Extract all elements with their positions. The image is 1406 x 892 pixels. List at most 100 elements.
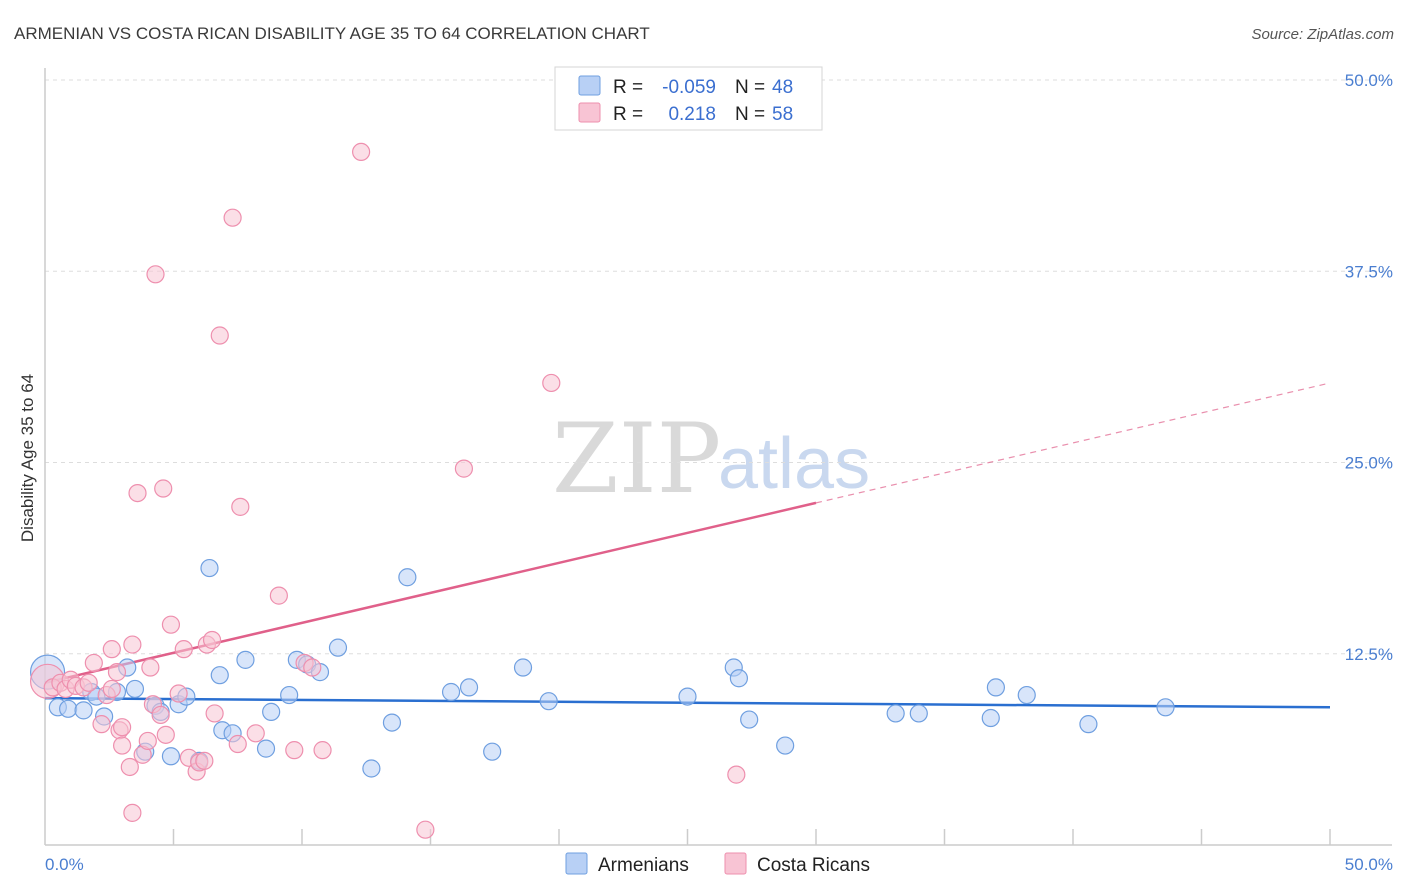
costa-rican-point [102,679,121,699]
legend-r-value-costa-ricans: 0.218 [668,104,716,125]
armenian-point [1017,685,1036,705]
watermark-zip: ZIP [552,403,721,515]
costa-rican-point [285,741,304,760]
costa-rican-point [202,630,222,650]
costa-rican-point [120,757,139,777]
costa-rican-point [123,635,142,654]
armenian-point [981,708,1000,728]
legend-n-label-costa-ricans: N = [735,104,765,125]
armenian-point [513,658,533,677]
costa-rican-point [542,373,561,393]
armenian-point [1156,698,1175,717]
armenian-point [441,682,461,702]
legend-r-label-costa-ricans: R = [613,104,643,125]
costa-rican-point [138,731,157,751]
x-tick-label: 0.0% [45,855,84,874]
armenian-point [256,739,276,758]
costa-rican-trend-extension [815,382,1331,504]
armenian-point [986,678,1006,697]
costa-rican-point [146,265,165,284]
costa-rican-point [246,724,265,743]
costa-rican-point [313,741,332,760]
chart-source: Source: ZipAtlas.com [1251,26,1394,43]
armenian-point [161,747,181,766]
armenian-point [776,736,795,755]
costa-rican-point [79,673,98,692]
costa-rican-point [123,803,142,822]
costa-rican-point [174,640,193,659]
costa-rican-point [269,586,288,605]
series-legend-swatch-costa-ricans[interactable] [724,852,747,875]
armenian-point [886,704,905,723]
costa-rican-point [727,765,746,784]
legend-n-value-armenians: 48 [772,77,793,98]
legend-n-value-costa-ricans: 58 [772,104,793,125]
data-points [29,142,1175,839]
costa-rican-point [228,734,247,754]
costa-rican-point [223,208,242,227]
costa-rican-point [102,640,121,659]
armenian-point [459,678,479,697]
armenian-point [74,701,93,720]
costa-rican-point [112,736,132,755]
armenian-point [909,704,928,723]
costa-rican-point [92,715,111,734]
legend-swatch-costa-ricans [578,102,601,123]
costa-rican-point [416,820,435,839]
watermark: ZIP atlas [552,403,870,515]
armenian-point [328,638,348,657]
armenian-point [740,710,759,729]
costa-rican-point [169,684,188,703]
legend-swatch-armenians [578,75,601,96]
costa-rican-point [154,479,173,498]
costa-rican-point [210,326,229,345]
costa-rican-point [195,751,214,770]
y-tick-label: 12.5% [1345,645,1393,664]
costa-rican-point [112,718,132,737]
armenian-point [539,692,558,711]
y-tick-label: 25.0% [1345,454,1393,473]
costa-rican-point [107,663,127,682]
armenian-point [125,679,145,699]
armenian-point [262,702,281,721]
armenian-point [280,685,299,705]
chart-title: ARMENIAN VS COSTA RICAN DISABILITY AGE 3… [14,24,650,43]
costa-rican-point [156,725,175,744]
costa-rican-point [141,658,160,677]
armenian-point [362,759,381,778]
series-legend: Armenians Costa Ricans [565,852,870,876]
series-legend-label-armenians[interactable]: Armenians [598,855,689,876]
costa-rican-point [205,704,224,723]
costa-rican-point [454,459,474,478]
costa-rican-point [231,497,250,516]
costa-rican-point [352,142,371,162]
armenian-point [59,699,78,718]
costa-rican-point [161,615,181,634]
costa-rican-point [303,658,322,677]
armenian-point [210,666,229,685]
watermark-atlas: atlas [718,424,870,504]
legend-r-value-armenians: -0.059 [662,77,716,98]
armenian-point [382,713,402,732]
armenian-point [1079,715,1098,734]
armenian-point [236,650,255,669]
armenian-point [200,558,219,578]
costa-rican-point [128,484,147,503]
series-legend-swatch-armenians[interactable] [565,852,588,875]
legend-r-label-armenians: R = [613,77,643,98]
y-tick-label: 37.5% [1345,262,1393,281]
grid [45,79,1392,655]
series-legend-label-costa-ricans[interactable]: Costa Ricans [757,855,870,876]
armenian-point [398,568,417,587]
axes: 12.5% 25.0% 37.5% 50.0% 0.0% 50.0% [44,68,1393,874]
armenian-point [678,687,697,706]
costa-rican-point [151,705,170,725]
y-axis-label: Disability Age 35 to 64 [18,374,37,542]
y-tick-label: 50.0% [1345,71,1393,90]
costa-rican-trend-line [44,501,817,685]
armenian-point [729,669,749,688]
x-tick-label: 50.0% [1345,855,1393,874]
costa-rican-point [84,653,103,673]
armenian-point [483,742,502,761]
